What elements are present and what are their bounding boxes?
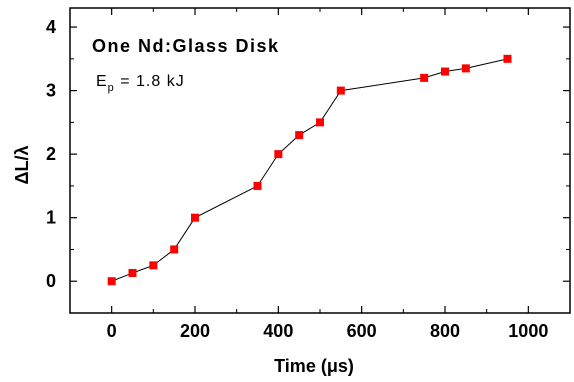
y-axis-title: ΔL/λ <box>12 146 32 185</box>
annotation-title: One Nd:Glass Disk <box>92 36 280 56</box>
data-point <box>191 213 199 222</box>
data-point <box>461 64 470 73</box>
x-tick-label: 800 <box>430 321 460 341</box>
annotation-energy: Ep = 1.8 kJ <box>96 73 185 94</box>
data-point <box>170 245 179 254</box>
x-tick-label: 200 <box>180 321 210 341</box>
x-axis-title: Time (μs) <box>274 356 354 376</box>
y-tick-label: 1 <box>46 208 56 228</box>
x-tick-label: 400 <box>263 321 293 341</box>
data-point <box>107 277 116 286</box>
data-point <box>149 261 158 270</box>
data-markers <box>107 54 512 286</box>
y-tick-label: 4 <box>46 17 56 37</box>
data-point <box>336 86 345 95</box>
data-point <box>253 181 262 190</box>
x-tick-label: 1000 <box>508 321 548 341</box>
data-point <box>295 131 304 140</box>
data-point <box>316 118 324 127</box>
x-tick-label: 0 <box>107 321 117 341</box>
data-point <box>441 67 449 76</box>
data-point <box>274 150 283 159</box>
y-tick-label: 3 <box>46 81 56 101</box>
axis-ticks <box>69 8 571 314</box>
y-tick-label: 2 <box>46 144 56 164</box>
data-point <box>503 54 512 63</box>
data-point <box>128 268 137 277</box>
tick-labels: 0 200 400 600 800 1000 0 1 2 3 4 <box>46 17 548 341</box>
x-tick-label: 600 <box>347 321 377 341</box>
y-tick-label: 0 <box>46 271 56 291</box>
data-point <box>420 73 429 82</box>
